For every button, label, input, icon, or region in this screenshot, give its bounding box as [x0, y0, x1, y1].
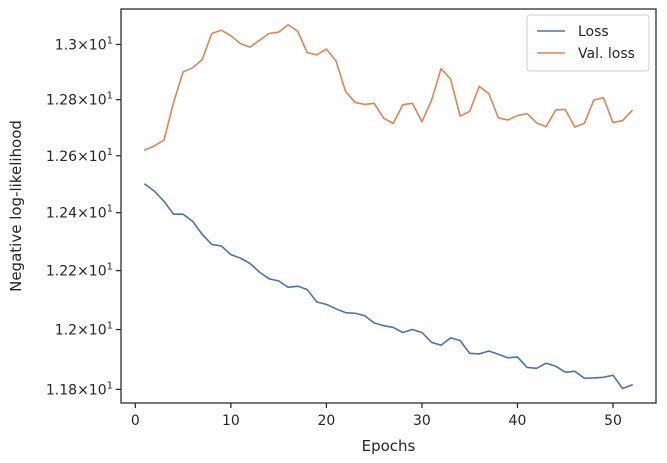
y-tick-exponent: 1	[107, 147, 113, 158]
y-tick-exponent: 1	[107, 91, 113, 102]
legend-box	[526, 14, 650, 72]
series-layer	[144, 23, 633, 390]
x-axis-ticks: 0 10 20 30 40 50	[131, 403, 622, 429]
y-tick-mantissa: 1.18	[46, 382, 77, 398]
y-tick-label: 1.3×101	[55, 35, 113, 53]
y-tick-exponent: 1	[107, 321, 113, 332]
y-tick-times: ×	[77, 323, 89, 339]
y-tick-label: 1.18×101	[46, 380, 113, 398]
y-tick-base: 10	[89, 149, 107, 165]
y-tick-base: 10	[89, 264, 107, 280]
y-tick-times: ×	[77, 382, 89, 398]
plot-area	[121, 9, 656, 403]
legend-label: Val. loss	[578, 46, 635, 62]
x-tick-label: 40	[509, 413, 527, 429]
y-tick-label: 1.24×101	[46, 204, 113, 222]
x-tick-label: 20	[317, 413, 335, 429]
y-tick-base: 10	[89, 37, 107, 53]
series-line-val-loss	[144, 23, 633, 151]
x-tick-label: 30	[413, 413, 431, 429]
plot-frame	[120, 8, 657, 404]
y-axis-ticks: 1.18×1011.2×1011.22×1011.24×1011.26×1011…	[46, 35, 121, 398]
y-tick-times: ×	[77, 37, 89, 53]
y-tick-exponent: 1	[107, 204, 113, 215]
y-tick-times: ×	[77, 149, 89, 165]
y-tick-base: 10	[89, 93, 107, 109]
y-tick-label: 1.22×101	[46, 262, 113, 280]
series-line-loss	[144, 183, 633, 390]
y-tick-base: 10	[89, 323, 107, 339]
x-tick-label: 10	[222, 413, 240, 429]
x-axis-label: Epochs	[362, 437, 416, 455]
y-tick-times: ×	[77, 264, 89, 280]
y-tick-exponent: 1	[107, 35, 113, 46]
y-tick-mantissa: 1.28	[46, 93, 77, 109]
y-tick-mantissa: 1.22	[46, 264, 77, 280]
y-tick-mantissa: 1.3	[55, 37, 77, 53]
y-tick-times: ×	[77, 206, 89, 222]
y-tick-exponent: 1	[107, 380, 113, 391]
y-tick-label: 1.2×101	[55, 321, 113, 339]
x-tick-label: 50	[604, 413, 622, 429]
y-tick-mantissa: 1.24	[46, 206, 77, 222]
y-tick-label: 1.26×101	[46, 147, 113, 165]
legend-label: Loss	[578, 24, 609, 40]
y-tick-label: 1.28×101	[46, 91, 113, 109]
y-tick-times: ×	[77, 93, 89, 109]
x-tick-label: 0	[131, 413, 140, 429]
y-tick-exponent: 1	[107, 262, 113, 273]
y-tick-base: 10	[89, 382, 107, 398]
legend: Loss Val. loss	[526, 14, 650, 72]
y-tick-base: 10	[89, 206, 107, 222]
y-tick-mantissa: 1.2	[55, 323, 77, 339]
y-tick-mantissa: 1.26	[46, 149, 77, 165]
y-axis-label: Negative log-likelihood	[7, 120, 25, 292]
